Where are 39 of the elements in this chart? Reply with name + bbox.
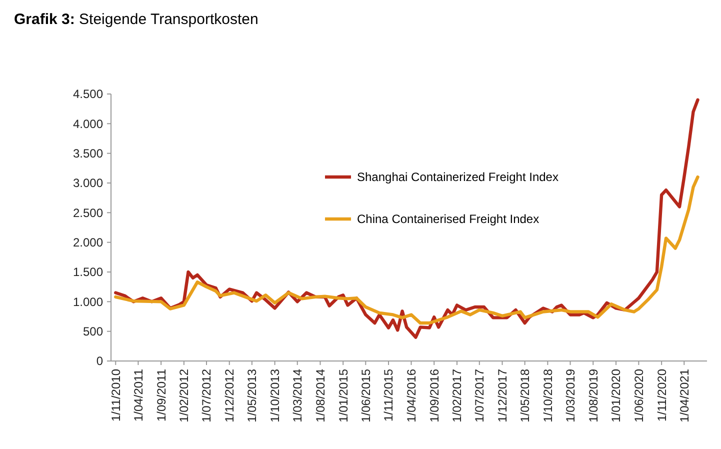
y-tick-label: 500	[82, 324, 104, 339]
x-tick-label: 1/12/2017	[495, 368, 510, 422]
x-tick-label: 1/09/2011	[154, 368, 168, 422]
y-tick-label: 0	[96, 354, 104, 368]
y-tick-label: 4.000	[72, 116, 104, 131]
x-tick-label: 1/06/2015	[358, 368, 373, 422]
legend-label: Shanghai Containerized Freight Index	[357, 170, 558, 184]
x-tick-label: 1/07/2017	[472, 368, 487, 422]
x-tick-label: 1/03/2014	[290, 368, 305, 422]
chart-title: Grafik 3: Steigende Transportkosten	[14, 11, 258, 28]
x-tick-label: 1/06/2020	[632, 368, 646, 422]
x-tick-label: 1/11/2015	[382, 368, 396, 422]
x-tick-label: 1/04/2011	[131, 368, 146, 422]
y-tick-label: 3.500	[72, 146, 104, 161]
x-tick-label: 1/10/2018	[540, 368, 555, 422]
x-tick-label: 1/03/2019	[563, 368, 578, 422]
x-tick-label: 1/04/2016	[404, 368, 418, 422]
x-tick-label: 1/05/2018	[518, 368, 532, 422]
legend-label: China Containerised Freight Index	[357, 212, 540, 226]
x-tick-label: 1/02/2017	[450, 368, 464, 422]
x-tick-label: 1/07/2012	[200, 368, 214, 422]
x-tick-label: 1/11/2010	[108, 368, 123, 422]
x-tick-label: 1/09/2016	[427, 368, 442, 422]
x-tick-label: 1/02/2012	[177, 368, 192, 422]
y-tick-label: 4.500	[72, 87, 104, 102]
x-tick-label: 1/01/2020	[609, 368, 624, 422]
x-tick-label: 1/04/2021	[677, 368, 692, 422]
x-tick-label: 1/05/2013	[245, 368, 260, 422]
x-tick-label: 1/11/2020	[654, 368, 669, 422]
y-tick-label: 2.500	[72, 206, 104, 220]
x-tick-label: 1/12/2012	[222, 368, 237, 422]
y-tick-label: 2.000	[72, 236, 104, 250]
y-tick-label: 1.000	[72, 294, 104, 309]
x-tick-label: 1/08/2019	[586, 368, 600, 422]
x-tick-label: 1/01/2015	[336, 368, 350, 422]
y-tick-label: 1.500	[72, 265, 104, 280]
y-tick-label: 3.000	[72, 176, 104, 190]
x-tick-label: 1/10/2013	[268, 368, 282, 422]
x-tick-label: 1/08/2014	[313, 368, 328, 422]
